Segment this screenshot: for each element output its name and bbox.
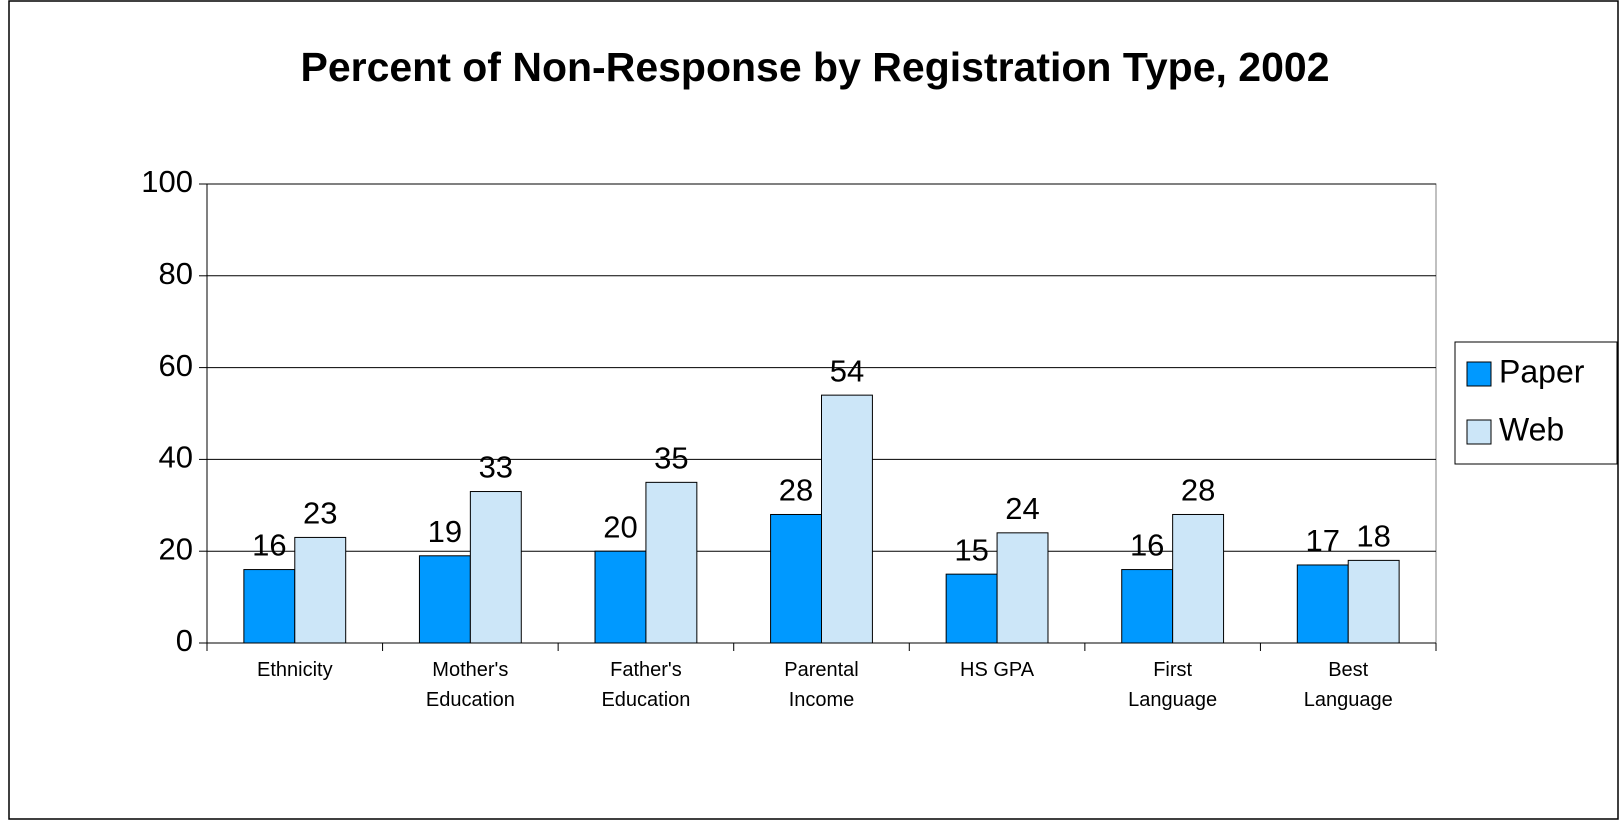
y-tick-label: 100 (141, 164, 193, 199)
data-label: 15 (954, 532, 988, 567)
bar (418, 555, 471, 644)
bar (1296, 564, 1349, 644)
bar (996, 532, 1049, 644)
data-label: 28 (1181, 473, 1215, 508)
legend-label: Web (1499, 411, 1564, 447)
chart-title: Percent of Non-Response by Registration … (300, 44, 1329, 90)
bar (594, 550, 647, 644)
data-label: 28 (779, 473, 813, 508)
data-label: 35 (654, 441, 688, 476)
x-tick-label: Ethnicity (256, 659, 333, 681)
data-label: 16 (1130, 528, 1164, 563)
data-label: 17 (1306, 523, 1340, 558)
data-label: 16 (252, 528, 286, 563)
legend-swatch (1466, 361, 1492, 387)
data-label: 24 (1005, 491, 1039, 526)
data-label: 33 (479, 450, 513, 485)
y-tick-label: 80 (159, 256, 193, 291)
bar (243, 569, 296, 644)
bar (770, 513, 823, 644)
y-tick-label: 40 (159, 440, 193, 475)
y-tick-label: 60 (159, 348, 193, 383)
y-tick-label: 20 (159, 531, 193, 566)
y-tick-label: 0 (176, 623, 193, 658)
bar (1347, 559, 1400, 644)
data-label: 54 (830, 353, 864, 388)
x-tick-label: HS GPA (960, 659, 1035, 681)
data-label: 18 (1356, 519, 1390, 554)
data-label: 20 (603, 509, 637, 544)
x-tick-label: Father's Education (601, 659, 691, 711)
bar (1121, 569, 1174, 644)
legend-swatch (1466, 419, 1492, 445)
bar (469, 491, 522, 644)
bar (821, 394, 873, 644)
data-label: 19 (428, 514, 462, 549)
bar (645, 481, 698, 644)
bar (294, 536, 347, 644)
data-label: 23 (303, 496, 337, 531)
bar (945, 573, 998, 644)
x-tick-label: Mother's Education (425, 659, 515, 711)
x-tick-label: First Language (1128, 659, 1218, 711)
x-tick-label: Best Language (1303, 659, 1393, 711)
legend-label: Paper (1499, 353, 1585, 389)
x-tick-label: Parental Income (784, 659, 859, 711)
bar (1172, 513, 1225, 644)
